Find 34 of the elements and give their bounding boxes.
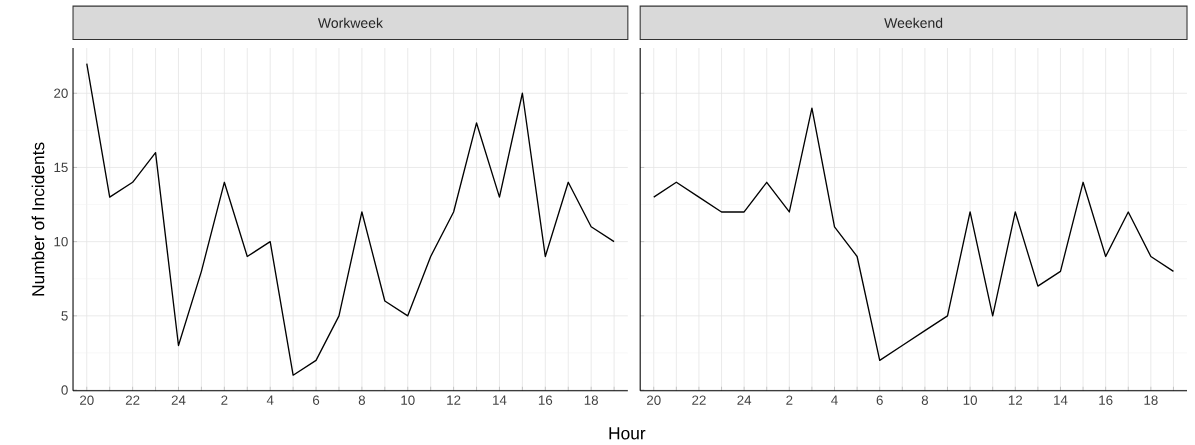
x-tick-label: 6	[313, 395, 320, 405]
y-tick-label: 20	[54, 88, 68, 98]
line-series	[86, 62, 615, 376]
x-tick-label: 14	[1054, 395, 1068, 405]
x-tick-label: 10	[963, 395, 977, 405]
y-tick-label: 5	[61, 310, 68, 321]
y-axis-title: Number of Incidents	[31, 142, 45, 296]
x-tick-label: 6	[876, 395, 883, 405]
x-tick-label: 18	[1144, 395, 1158, 405]
x-tick-label: 18	[584, 395, 599, 405]
x-tick-label: 16	[1099, 395, 1113, 405]
y-tick-label: 15	[54, 162, 68, 172]
x-tick-label: 24	[171, 395, 186, 405]
x-tick-label: 2	[221, 395, 228, 405]
x-tick-label: 12	[447, 395, 461, 405]
chart-title: Weekend	[884, 17, 943, 28]
x-tick-label: 16	[538, 395, 553, 405]
x-tick-label: 22	[692, 395, 706, 405]
x-tick-label: 20	[647, 395, 661, 405]
x-axis-title: Hour	[609, 427, 646, 440]
chart-title: Workweek	[317, 17, 383, 28]
x-tick-label: 24	[737, 395, 752, 405]
x-tick-label: 8	[358, 395, 366, 405]
x-tick-label: 4	[831, 395, 838, 405]
y-tick-label: 10	[54, 236, 68, 247]
x-tick-label: 10	[401, 395, 415, 405]
x-tick-label: 8	[921, 395, 929, 405]
x-tick-label: 20	[80, 395, 94, 405]
y-tick-label: 0	[61, 385, 68, 395]
x-tick-label: 22	[125, 395, 140, 405]
x-tick-label: 4	[266, 395, 274, 405]
x-tick-label: 14	[493, 395, 507, 405]
x-tick-label: 2	[786, 395, 793, 405]
x-tick-label: 12	[1008, 395, 1023, 405]
